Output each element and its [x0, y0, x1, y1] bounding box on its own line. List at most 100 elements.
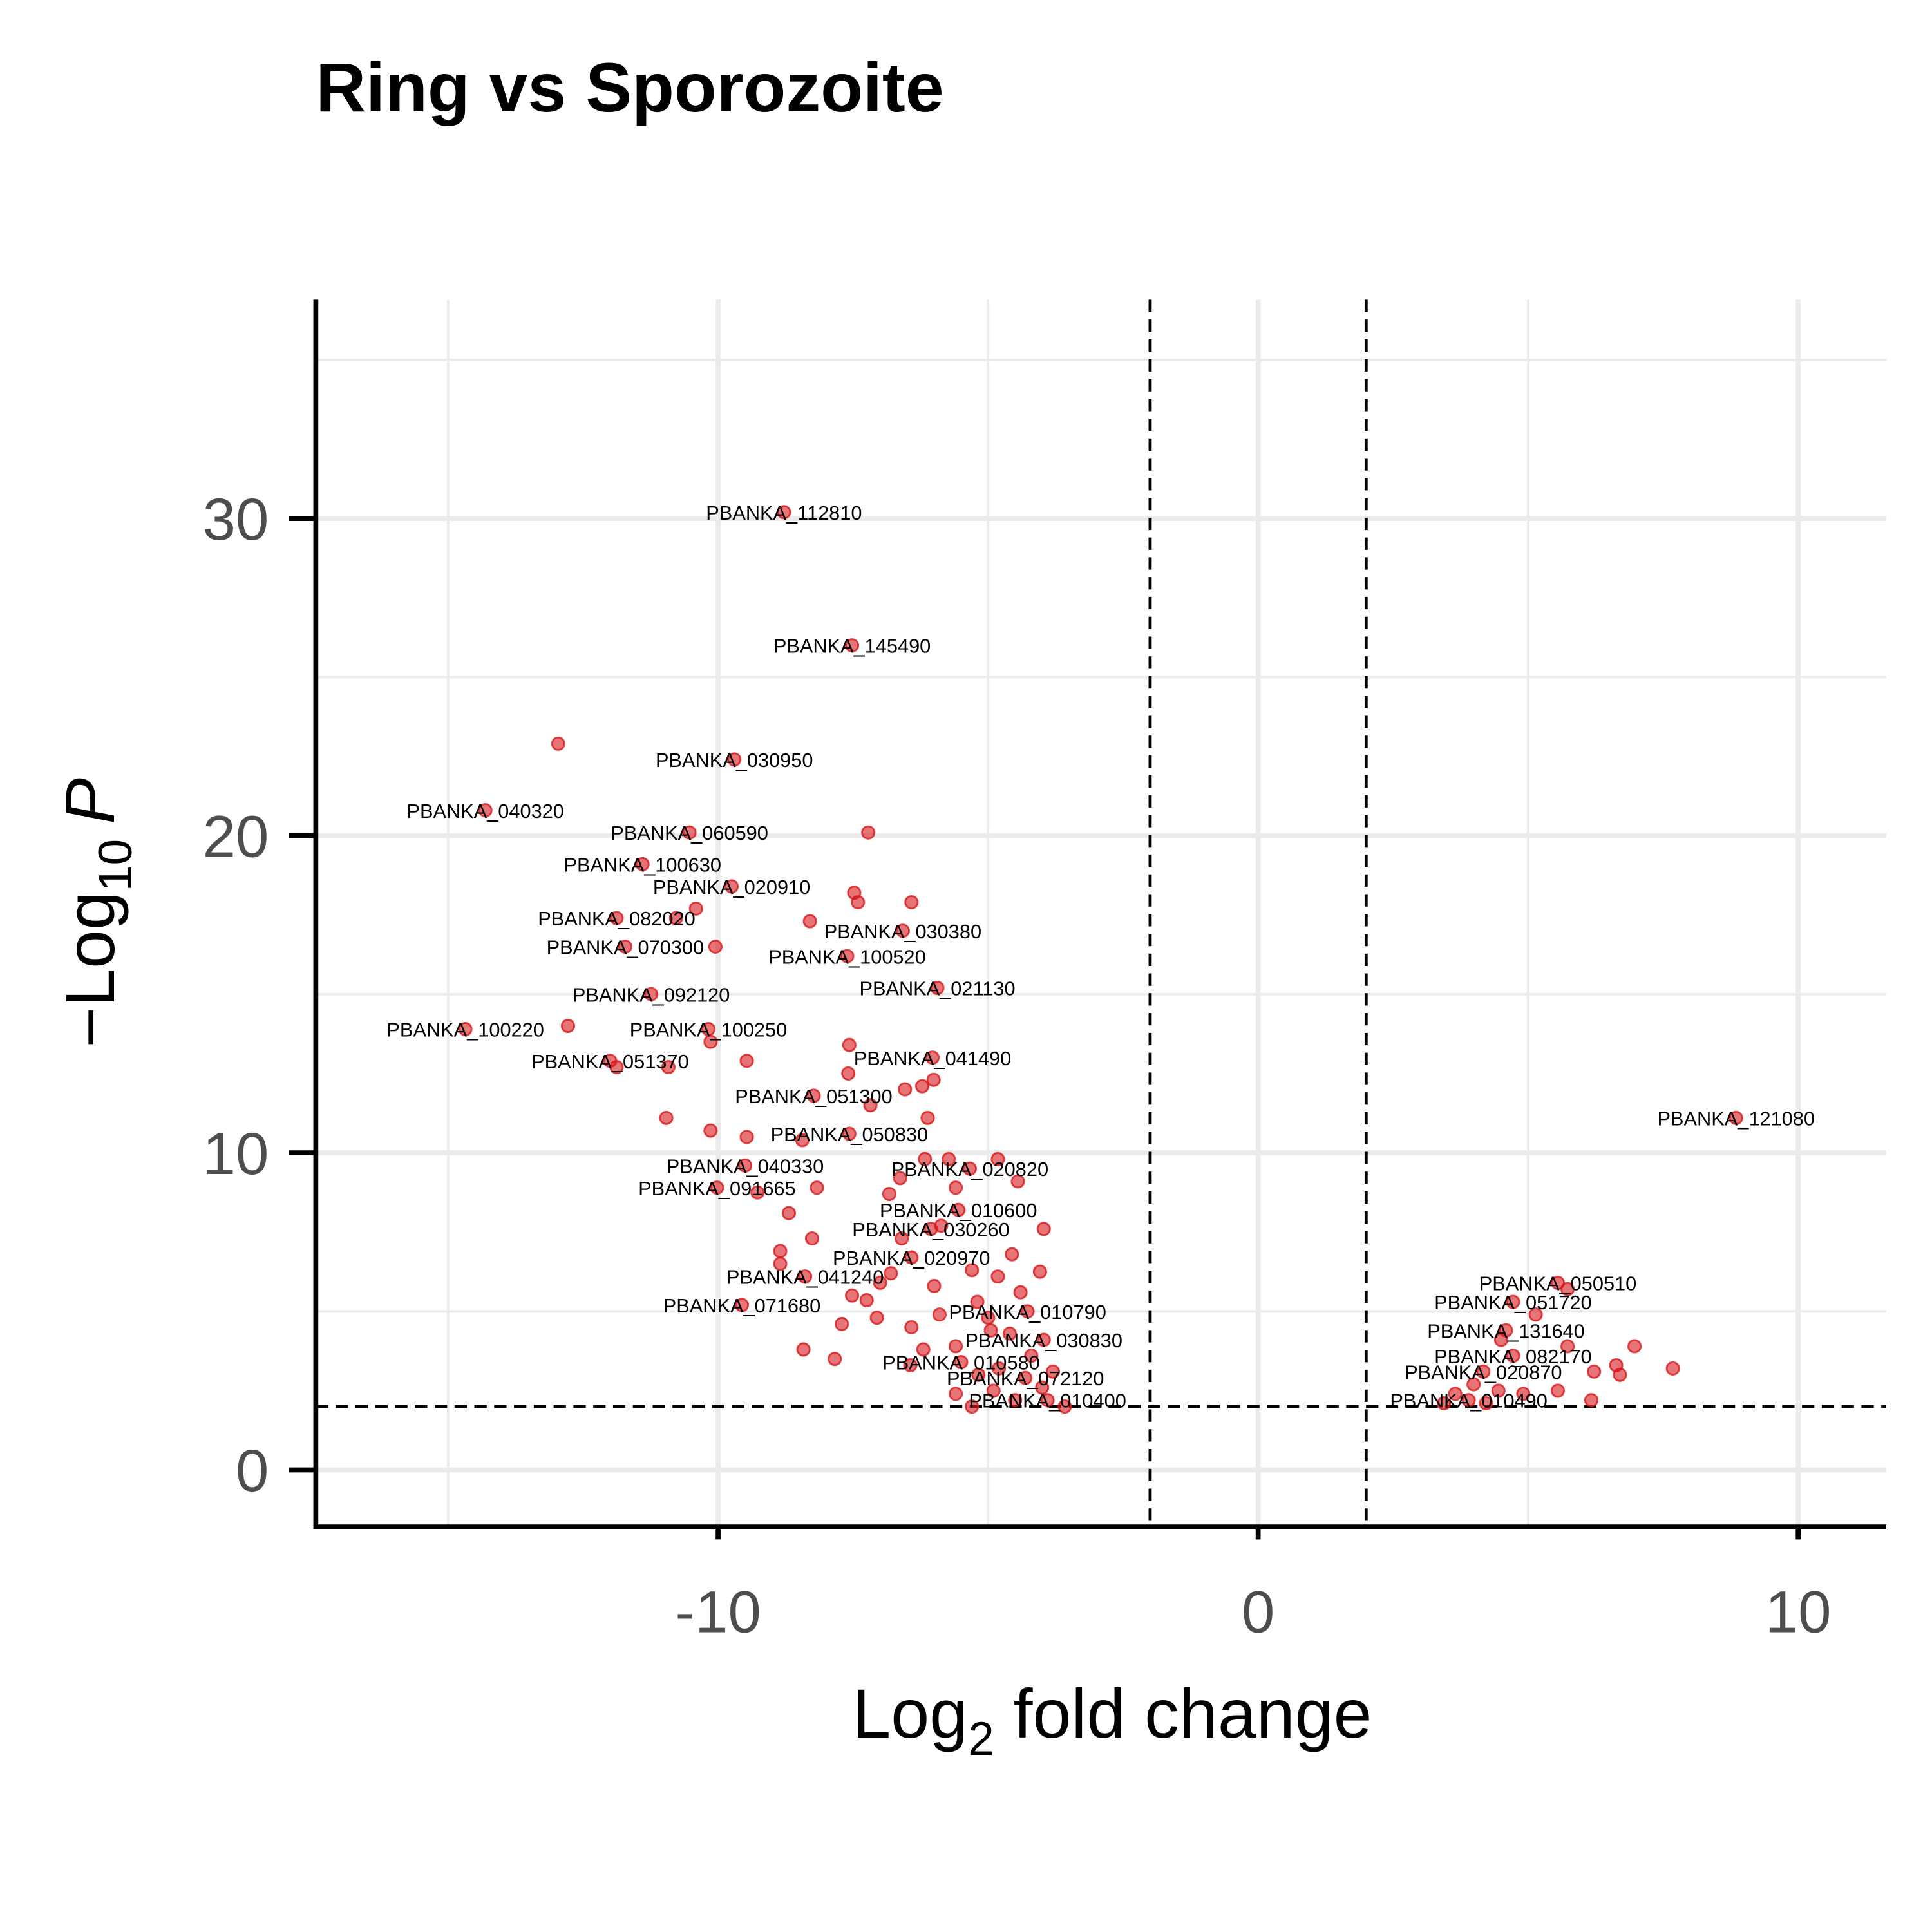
point — [882, 1187, 896, 1202]
point — [478, 803, 493, 818]
point — [703, 1034, 718, 1049]
point-label: PBANKA_021130 — [859, 978, 1015, 1000]
point — [1005, 1247, 1019, 1262]
point — [903, 1358, 918, 1373]
x-tick-label: 0 — [1242, 1578, 1274, 1645]
point-label: PBANKA_020910 — [653, 876, 810, 898]
point-label: PBANKA_121080 — [1657, 1107, 1814, 1130]
point — [863, 1098, 878, 1113]
point-label: PBANKA_010400 — [969, 1390, 1126, 1412]
point — [710, 1180, 724, 1195]
point — [884, 1266, 898, 1281]
point-label: PBANKA_030830 — [965, 1329, 1122, 1352]
point — [948, 1387, 963, 1401]
point-label: PBANKA_072120 — [947, 1367, 1104, 1390]
point — [551, 736, 565, 751]
point-label: PBANKA_092120 — [573, 983, 730, 1006]
x-axis-title-rest: fold change — [994, 1675, 1372, 1752]
point — [844, 1288, 860, 1303]
point — [1493, 1332, 1509, 1347]
point — [1550, 1383, 1566, 1398]
point — [458, 1021, 473, 1037]
point — [1506, 1349, 1520, 1363]
point-label: PBANKA_100630 — [564, 853, 721, 876]
point — [971, 1367, 986, 1382]
point — [1036, 1332, 1051, 1347]
point-label: PBANKA_091665 — [638, 1177, 795, 1200]
point — [873, 1275, 887, 1291]
points — [458, 505, 1743, 1414]
point — [777, 505, 791, 520]
point — [810, 1180, 824, 1195]
point — [904, 1250, 919, 1265]
point — [1587, 1364, 1602, 1379]
point-label: PBANKA_051720 — [1434, 1291, 1591, 1314]
point-label: PBANKA_100250 — [630, 1019, 787, 1041]
point-label: PBANKA_112810 — [706, 502, 862, 524]
point — [893, 1171, 907, 1186]
point — [1584, 1393, 1599, 1408]
point — [992, 1361, 1007, 1376]
point — [781, 1206, 796, 1220]
y-axis-title-main: −Log — [52, 891, 129, 1048]
point — [773, 1256, 788, 1271]
point-label: PBANKA_145490 — [773, 635, 931, 658]
point — [1018, 1370, 1033, 1385]
point — [724, 879, 739, 894]
point — [927, 1278, 942, 1293]
point-label: PBANKA_082170 — [1434, 1345, 1591, 1368]
point — [841, 1066, 856, 1081]
point-label: PBANKA_060590 — [611, 822, 768, 844]
point-label: PBANKA_010490 — [1390, 1390, 1547, 1412]
cutoff-lines — [316, 299, 1886, 1528]
point — [703, 1123, 718, 1138]
point — [635, 857, 650, 871]
point-labels: PBANKA_112810 PBANKA_145490 PBANKA_030950 P… — [386, 502, 1815, 1412]
point — [942, 1151, 956, 1166]
point-label: PBANKA_051300 — [735, 1085, 892, 1108]
point — [1448, 1387, 1463, 1401]
y-tick-label: 10 — [203, 1120, 269, 1187]
x-axis-title-sub: 2 — [968, 1713, 994, 1765]
point — [1476, 1364, 1491, 1379]
point — [737, 1158, 753, 1173]
point-label: PBANKA_051370 — [531, 1050, 688, 1073]
point — [739, 1130, 754, 1144]
point — [904, 1320, 919, 1334]
point — [1550, 1275, 1566, 1291]
point-label: PBANKA_041490 — [854, 1047, 1011, 1070]
point — [1036, 1222, 1051, 1236]
point-label: PBANKA_030380 — [824, 920, 981, 943]
point — [1461, 1393, 1476, 1408]
point-label: PBANKA_020870 — [1405, 1361, 1562, 1383]
point — [798, 1269, 813, 1284]
point — [861, 825, 876, 840]
point — [1516, 1387, 1531, 1401]
point — [795, 1133, 810, 1148]
point — [1479, 1396, 1493, 1411]
x-axis-title: Log2 fold change — [852, 1675, 1372, 1765]
point-label: PBANKA_030260 — [852, 1218, 1009, 1241]
point — [859, 1293, 874, 1308]
point — [1665, 1361, 1680, 1376]
point — [981, 1311, 996, 1325]
point — [1560, 1339, 1575, 1354]
y-tick-label: 0 — [236, 1437, 269, 1504]
point — [1013, 1285, 1028, 1300]
point — [661, 1060, 676, 1075]
y-axis-title-sub: 10 — [90, 839, 142, 891]
axes: -10 0 10 0 10 20 30 — [203, 299, 1886, 1645]
point — [923, 1222, 938, 1236]
point — [1506, 1294, 1520, 1309]
point — [1613, 1367, 1627, 1382]
point — [1035, 1380, 1050, 1395]
point — [965, 1399, 980, 1414]
x-axis-title-main: Log — [852, 1675, 968, 1752]
point — [930, 980, 945, 996]
y-axis-title: −Log10 P — [52, 778, 142, 1048]
point — [898, 1082, 913, 1097]
point — [1008, 1393, 1023, 1408]
point — [659, 1110, 674, 1125]
